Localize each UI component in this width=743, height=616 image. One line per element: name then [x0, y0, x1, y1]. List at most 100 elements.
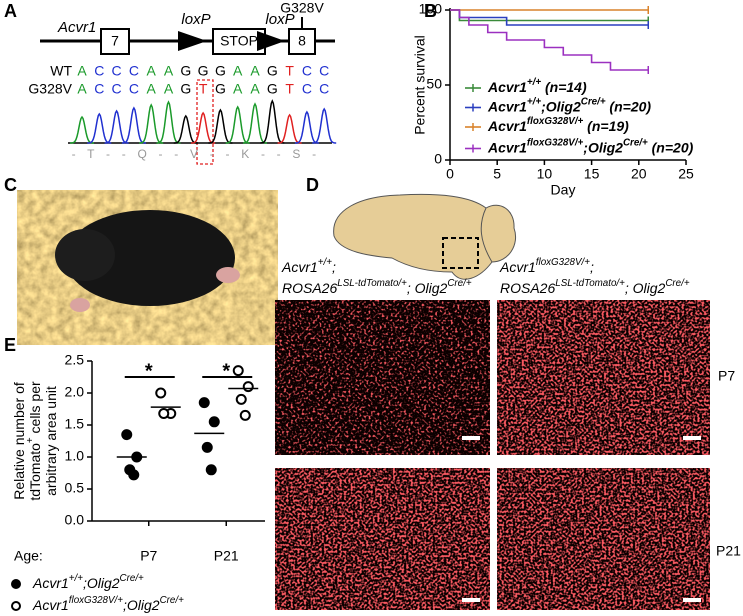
base: T [285, 63, 294, 79]
base: A [77, 81, 87, 97]
brain-outline [333, 193, 516, 280]
significance-label: * [145, 360, 153, 382]
text-run: floxG328V/+ [536, 257, 590, 268]
text-run: Cre/+ [120, 573, 145, 584]
data-point [208, 416, 220, 428]
y-axis-label: tdTomato+ cells per [25, 381, 43, 501]
base: G [215, 81, 226, 97]
x-tick-label: 15 [584, 166, 600, 182]
base: G [215, 63, 226, 79]
y-tick-label: 1.0 [65, 448, 85, 464]
text-run: ;Olig2 [83, 575, 120, 591]
stop-box [212, 28, 266, 55]
text-run: Relative number of [11, 382, 27, 500]
base: A [233, 81, 243, 97]
chromatogram-peak [70, 115, 94, 144]
stop-label: STOP [220, 33, 258, 49]
legend-marker [11, 601, 21, 611]
x-tick-label: 25 [678, 166, 694, 182]
category-axis-label: Age: [14, 548, 43, 564]
chromatogram-peak [312, 107, 337, 144]
text-run: Acvr1 [281, 259, 318, 275]
data-point [232, 365, 244, 377]
mutation-label: G328V [280, 0, 324, 16]
text-run: ; [332, 259, 336, 275]
exon-box [288, 28, 316, 55]
panel-label: D [306, 175, 319, 195]
chromatogram-peak [243, 102, 267, 144]
sequence-name: G328V [28, 81, 72, 97]
chromatogram-peak [173, 114, 198, 144]
text-run: cells per [27, 381, 43, 437]
panel-label: B [424, 1, 437, 21]
base: A [233, 63, 243, 79]
text-run: arbitrary area unit [43, 386, 59, 496]
data-point [205, 464, 217, 476]
chromatogram-peak [139, 103, 164, 144]
micrographs [275, 300, 710, 610]
x-tick-label: 0 [446, 166, 454, 182]
mutation-highlight [196, 79, 214, 165]
y-tick-label: 50 [426, 76, 442, 92]
data-point [158, 407, 170, 419]
chromatogram-peak [225, 105, 250, 144]
scale-bar [683, 436, 701, 440]
y-tick-label: 0.0 [65, 512, 85, 528]
mouse-paw [70, 298, 90, 312]
base: C [112, 81, 122, 97]
chromatogram-peak [87, 112, 112, 144]
text-run: ; [590, 259, 594, 275]
x-axis-label: Day [551, 182, 576, 198]
base: C [129, 81, 139, 97]
text-run: LSL-tdTomato/+ [337, 278, 407, 289]
text-run: ; Olig2 [625, 280, 666, 296]
text-run: (n=14) [541, 79, 587, 95]
legend-entry: Acvr1floxG328V/+;Olig2Cre/+ (n=20) [487, 138, 694, 156]
base: T [199, 81, 208, 97]
text-run: +/+ [527, 77, 541, 88]
panel-label: C [4, 175, 17, 195]
loxp-site [178, 31, 207, 51]
genotype-label: ROSA26LSL-tdTomato/+; Olig2Cre/+ [500, 278, 690, 296]
scale-bar [462, 436, 480, 440]
text-run: Acvr1 [32, 575, 69, 591]
legend-entry: Acvr1+/+ (n=14) [487, 77, 587, 95]
text-run: (n=20) [648, 139, 694, 155]
text-run: ;Olig2 [583, 139, 623, 155]
base: A [147, 81, 157, 97]
base: A [164, 81, 174, 97]
micrograph [275, 468, 490, 610]
text-run: + [25, 437, 36, 443]
text-run: Acvr1 [487, 98, 527, 114]
construct: Acvr1 7 loxP STOP loxP 8 G328V [40, 0, 335, 55]
base: A [250, 63, 260, 79]
genotype-label: Acvr1floxG328V/+; [499, 257, 594, 275]
text-run: Acvr1 [499, 259, 536, 275]
text-run: LSL-tdTomato/+ [555, 278, 625, 289]
text-run: ROSA26 [282, 280, 337, 296]
text-run: Acvr1 [487, 79, 527, 95]
y-tick-label: 0.5 [65, 480, 85, 496]
base: A [147, 63, 157, 79]
y-tick-label: 2.0 [65, 384, 85, 400]
mouse-photo [17, 190, 278, 345]
micrograph [275, 300, 490, 455]
text-run: (n=19) [583, 118, 629, 134]
loxp-label: loxP [265, 11, 294, 28]
x-tick-label: 5 [493, 166, 501, 182]
chromatogram-peak [260, 99, 285, 144]
genotype-label: ROSA26LSL-tdTomato/+; Olig2Cre/+ [282, 278, 472, 296]
base: A [164, 63, 174, 79]
text-run: Cre/+ [665, 278, 690, 289]
text-run: floxG328V/+ [69, 595, 123, 606]
x-tick-label: 20 [631, 166, 647, 182]
micrograph [497, 468, 710, 610]
base: C [94, 63, 104, 79]
text-run: ;Olig2 [541, 98, 581, 114]
translation: - T - - Q - - V - - K - - S - [72, 147, 321, 161]
base: A [77, 63, 87, 79]
base: C [129, 63, 139, 79]
panel-label: E [4, 335, 16, 355]
